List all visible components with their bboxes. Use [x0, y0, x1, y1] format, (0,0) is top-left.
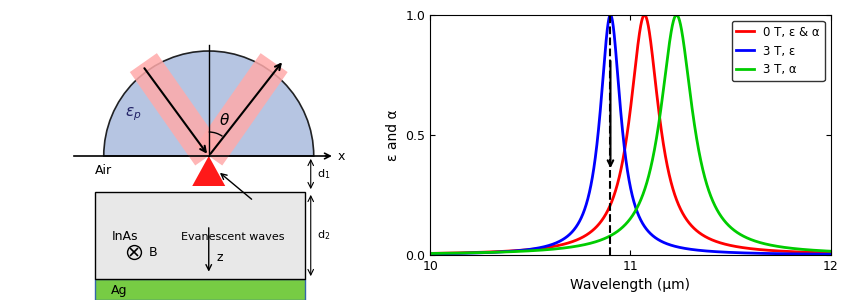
0 T, ε & α: [596, 220, 607, 223]
Text: d$_2$: d$_2$: [317, 229, 330, 242]
3 T, ε: [425, 252, 435, 256]
Y-axis label: ε and α: ε and α: [386, 109, 400, 161]
Wedge shape: [104, 51, 314, 156]
3 T, α: [826, 249, 836, 253]
Text: z: z: [216, 251, 222, 264]
Line: 0 T, ε & α: 0 T, ε & α: [430, 15, 831, 253]
X-axis label: Wavelength (μm): Wavelength (μm): [571, 278, 690, 292]
Polygon shape: [193, 156, 225, 186]
3 T, α: [818, 249, 828, 253]
Legend: 0 T, ε & α, 3 T, ε, 3 T, α: 0 T, ε & α, 3 T, ε, 3 T, α: [732, 21, 825, 81]
3 T, α: [579, 243, 589, 247]
3 T, α: [774, 245, 785, 248]
0 T, ε & α: [774, 249, 785, 253]
Text: Ag: Ag: [111, 284, 127, 297]
Polygon shape: [195, 53, 288, 166]
3 T, α: [494, 250, 504, 254]
FancyBboxPatch shape: [95, 279, 305, 300]
3 T, ε: [494, 250, 504, 254]
3 T, α: [596, 238, 607, 242]
Text: d$_1$: d$_1$: [317, 167, 330, 181]
Line: 3 T, α: 3 T, α: [430, 15, 831, 253]
Text: InAs: InAs: [112, 230, 138, 244]
3 T, ε: [826, 252, 836, 256]
3 T, α: [471, 251, 481, 254]
3 T, ε: [818, 252, 828, 256]
3 T, ε: [471, 251, 481, 255]
0 T, ε & α: [425, 252, 435, 255]
3 T, ε: [579, 210, 589, 213]
Text: Evanescent waves: Evanescent waves: [181, 232, 285, 242]
0 T, ε & α: [494, 250, 504, 253]
0 T, ε & α: [579, 235, 589, 238]
Polygon shape: [130, 53, 222, 166]
Text: B: B: [149, 245, 158, 259]
0 T, ε & α: [471, 250, 481, 254]
Text: $\theta$: $\theta$: [219, 112, 230, 128]
Text: $\varepsilon_p$: $\varepsilon_p$: [125, 105, 142, 123]
3 T, ε: [774, 252, 785, 256]
0 T, ε & α: [639, 13, 649, 17]
3 T, α: [425, 252, 435, 255]
FancyBboxPatch shape: [95, 192, 305, 279]
Text: x: x: [337, 149, 345, 163]
0 T, ε & α: [818, 251, 828, 254]
Text: Air: Air: [95, 164, 112, 177]
3 T, α: [671, 13, 682, 17]
0 T, ε & α: [826, 251, 836, 255]
Line: 3 T, ε: 3 T, ε: [430, 15, 831, 254]
3 T, ε: [606, 13, 616, 17]
3 T, ε: [596, 98, 607, 102]
